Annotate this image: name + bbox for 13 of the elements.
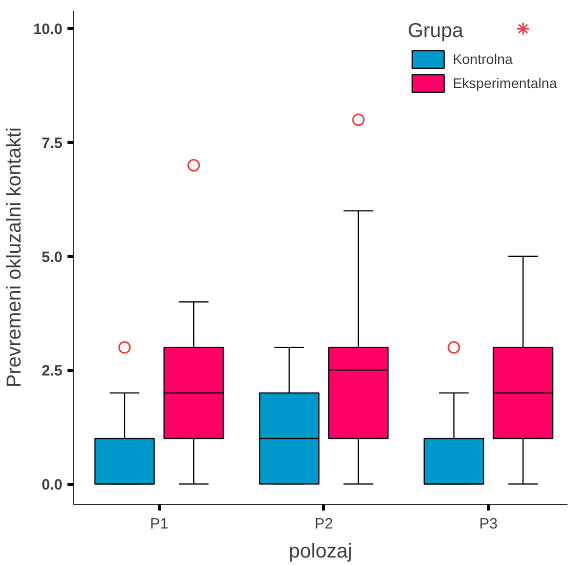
x-tick-label: P1 [150,516,168,532]
y-tick-label: 7.5 [42,135,63,152]
x-tick-label: P2 [314,516,333,532]
legend-label: Eksperimentalna [452,75,557,91]
y-tick-label: 5.0 [42,248,63,266]
legend-title: Grupa [408,20,464,43]
x-axis-title: polozaj [288,540,352,562]
y-tick-label: 0.0 [42,476,63,494]
y-axis-title: Prevremeni okluzalni kontakti [3,127,26,388]
legend-label: Kontrolna [452,51,513,67]
y-tick-label: 10.0 [33,21,63,38]
x-tick-label: P3 [479,516,498,532]
y-tick-label: 2.5 [42,362,63,380]
